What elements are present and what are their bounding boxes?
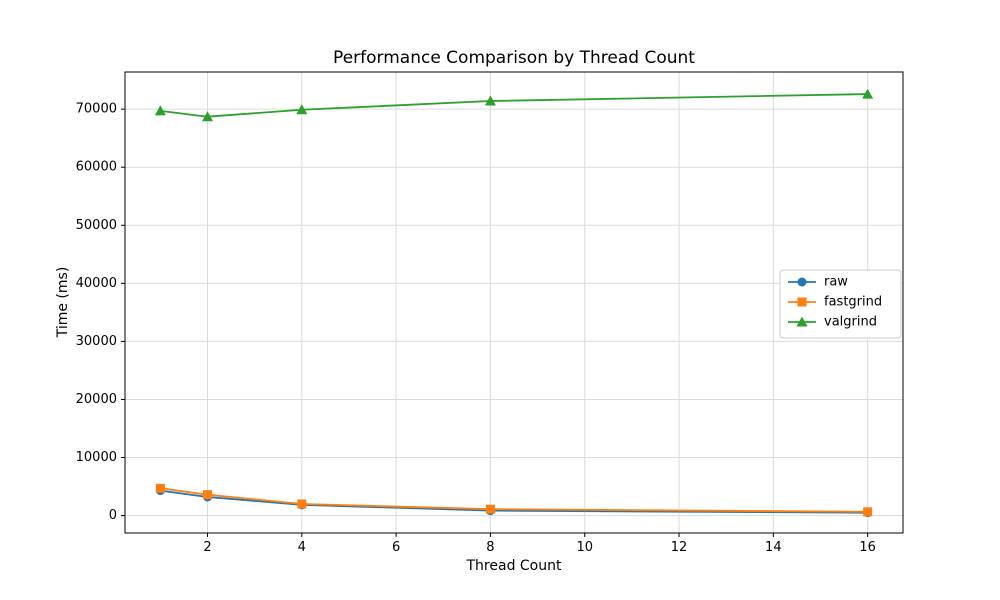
y-tick-label: 60000 <box>76 160 117 175</box>
series-valgrind-marker <box>862 88 874 99</box>
series-fastgrind-marker <box>863 507 873 517</box>
legend-marker-circle <box>797 277 807 287</box>
series-fastgrind-marker <box>203 490 213 500</box>
y-tick-label: 30000 <box>76 334 117 349</box>
y-tick-label: 10000 <box>76 450 117 465</box>
legend-marker-square <box>797 297 807 307</box>
y-tick-label: 40000 <box>76 276 117 291</box>
legend-box <box>779 269 902 339</box>
legend-label-fastgrind: fastgrind <box>824 295 882 310</box>
x-tick-label: 4 <box>298 540 306 555</box>
x-tick-label: 8 <box>486 540 494 555</box>
series-valgrind-line <box>160 93 868 118</box>
y-tick-label: 0 <box>109 508 117 523</box>
plot-area-border <box>124 71 904 534</box>
x-tick-label: 12 <box>671 540 688 555</box>
x-tick-label: 10 <box>576 540 593 555</box>
x-axis-label: Thread Count <box>466 558 562 574</box>
y-tick-label: 70000 <box>76 102 117 117</box>
series-valgrind-marker <box>154 105 166 116</box>
y-tick-label: 50000 <box>76 218 117 233</box>
y-tick-label: 20000 <box>76 392 117 407</box>
x-tick-label: 16 <box>859 540 876 555</box>
legend-label-raw: raw <box>824 275 848 290</box>
legend-marker-triangle <box>796 316 808 327</box>
x-tick-label: 6 <box>392 540 400 555</box>
series-valgrind-marker <box>484 95 496 106</box>
x-tick-label: 14 <box>765 540 782 555</box>
chart-title: Performance Comparison by Thread Count <box>333 48 695 68</box>
series-fastgrind-marker <box>297 499 307 509</box>
x-tick-label: 2 <box>203 540 211 555</box>
series-fastgrind-line <box>160 487 868 513</box>
series-fastgrind-marker <box>485 504 495 514</box>
legend-label-valgrind: valgrind <box>824 315 877 330</box>
series-valgrind-marker <box>202 111 214 122</box>
series-fastgrind-marker <box>155 483 165 493</box>
series-valgrind-marker <box>296 104 308 115</box>
